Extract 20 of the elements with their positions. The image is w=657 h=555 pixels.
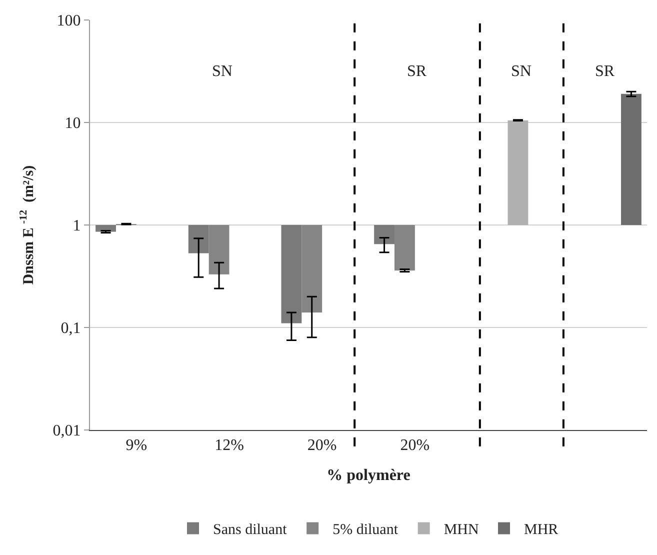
x-tick-label: 12%: [214, 437, 244, 454]
annotation: SN: [212, 63, 233, 80]
y-tick-label: 1: [72, 218, 81, 235]
legend-label: MHR: [524, 522, 558, 538]
annotation: SR: [407, 63, 427, 80]
bar: [621, 94, 642, 225]
x-tick-label: 9%: [126, 437, 148, 454]
x-axis-title: % polymère: [326, 466, 410, 484]
y-tick-label: 10: [64, 115, 81, 132]
y-tick-label: 0,1: [60, 320, 81, 338]
legend-label: Sans diluant: [213, 522, 288, 538]
x-tick-label: 20%: [400, 437, 430, 454]
annotation: SN: [511, 63, 532, 80]
bar: [508, 120, 528, 225]
legend-label: MHN: [444, 522, 479, 538]
y-tick-label: 100: [56, 12, 81, 30]
y-tick-label: 0,01: [52, 422, 81, 440]
x-tick-label: 20%: [307, 437, 337, 454]
annotation: SR: [595, 63, 615, 80]
legend-label: 5% diluant: [332, 522, 399, 538]
